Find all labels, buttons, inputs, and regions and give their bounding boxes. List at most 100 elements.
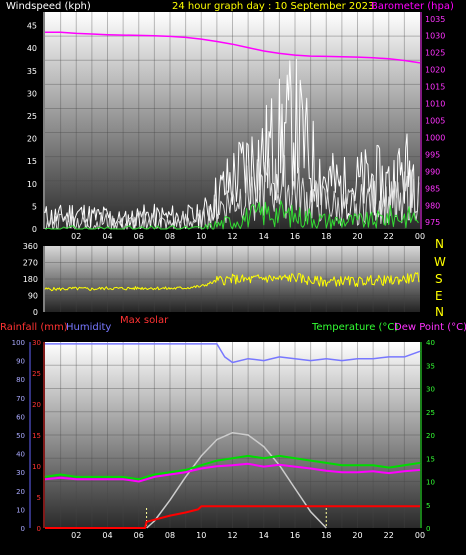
temperature-series [44, 454, 421, 481]
y-tick-label: 360 [23, 242, 38, 251]
y-tick-label: 5 [37, 494, 41, 502]
wind-green-series [44, 200, 419, 230]
y-tick-label: 5 [426, 502, 430, 510]
wind-x-axis: 02 04 06 08 10 12 14 16 18 20 22 00 [71, 232, 425, 241]
y-tick-label: 270 [23, 259, 38, 268]
x-tick-label: 00 [415, 531, 425, 540]
compass-label: S [435, 272, 443, 286]
y-tick-label: 30 [32, 339, 41, 347]
y-tick-label: 30 [27, 89, 37, 98]
y-tick-label: 0 [33, 308, 38, 317]
y-tick-label: 0 [426, 525, 430, 533]
y-tick-label: 40 [426, 339, 435, 347]
humidity-series [45, 343, 421, 364]
y-tick-label: 1000 [425, 133, 445, 142]
y-tick-label: 35 [426, 362, 435, 370]
rainfall-y-axis: 0 5 10 15 20 25 30 [32, 339, 45, 533]
compass-label: N [435, 237, 444, 251]
y-tick-label: 20 [426, 432, 435, 440]
x-tick-label: 14 [259, 232, 269, 241]
temp-panel-series [44, 343, 421, 529]
y-tick-label: 90 [28, 292, 38, 301]
windspeed-series [44, 155, 420, 230]
y-tick-label: 100 [12, 339, 25, 347]
temp-panel-grid [45, 342, 420, 528]
winddir-panel-grid [45, 246, 420, 312]
humidity-axis-label: Humidity [66, 322, 111, 333]
y-tick-label: 995 [425, 150, 440, 159]
gust-series [44, 58, 420, 230]
y-tick-label: 40 [16, 451, 25, 459]
y-tick-label: 20 [27, 135, 37, 144]
max-solar-label: Max solar [120, 315, 169, 326]
wind-panel-grid [45, 12, 420, 229]
y-tick-label: 10 [32, 463, 41, 471]
y-tick-label: 15 [32, 432, 41, 440]
winddir-panel-background [45, 246, 420, 312]
y-tick-label: 1015 [425, 83, 445, 92]
x-tick-label: 08 [165, 531, 175, 540]
x-tick-label: 08 [165, 232, 175, 241]
y-tick-label: 1025 [425, 49, 445, 58]
x-tick-label: 20 [352, 232, 362, 241]
x-tick-label: 04 [102, 531, 112, 540]
x-tick-label: 00 [415, 232, 425, 241]
barometer-y-axis: 975 980 985 990 995 1000 1005 1010 1015 1020 1025 1… [420, 12, 445, 229]
y-tick-label: 5 [32, 202, 37, 211]
wind-panel-series [44, 31, 421, 230]
winddir-y-axis: 0 90 180 270 360 [23, 242, 45, 317]
x-tick-label: 12 [227, 531, 237, 540]
y-tick-label: 15 [426, 455, 435, 463]
y-tick-label: 25 [426, 409, 435, 417]
y-tick-label: 975 [425, 218, 440, 227]
y-tick-label: 0 [21, 525, 25, 533]
x-tick-label: 10 [196, 531, 206, 540]
x-tick-label: 20 [352, 531, 362, 540]
x-tick-label: 16 [290, 232, 300, 241]
barometer-series [45, 31, 421, 64]
temperature-axis-label: Temperature (°C) [311, 322, 398, 333]
x-tick-label: 02 [71, 232, 81, 241]
y-tick-label: 0 [37, 525, 41, 533]
y-tick-label: 1030 [425, 32, 445, 41]
y-tick-label: 20 [32, 401, 41, 409]
graph-title: 24 hour graph day : 10 September 2023 [172, 1, 374, 12]
rainfall-series [45, 505, 420, 529]
temp-panel-background [45, 342, 420, 528]
x-tick-label: 04 [102, 232, 112, 241]
y-tick-label: 30 [426, 386, 435, 394]
x-tick-label: 22 [384, 531, 394, 540]
y-tick-label: 40 [27, 44, 37, 53]
y-tick-label: 25 [27, 112, 37, 121]
y-tick-label: 980 [425, 201, 440, 210]
x-tick-label: 18 [321, 232, 331, 241]
y-tick-label: 20 [16, 488, 25, 496]
y-tick-label: 30 [16, 469, 25, 477]
y-tick-label: 45 [27, 22, 37, 31]
dewpoint-series [44, 462, 421, 483]
x-tick-label: 10 [196, 232, 206, 241]
y-tick-label: 15 [27, 157, 37, 166]
winddir-panel-series [44, 272, 420, 292]
temp-x-axis: 02 04 06 08 10 12 14 16 18 20 22 00 [71, 531, 425, 540]
y-tick-label: 990 [425, 167, 440, 176]
windspeed-axis-label: Windspeed (kph) [6, 1, 91, 12]
y-tick-label: 1035 [425, 15, 445, 24]
x-tick-label: 06 [134, 531, 144, 540]
rainfall-axis-label: Rainfall (mm) [0, 322, 68, 333]
compass-label: W [434, 255, 446, 269]
x-tick-label: 18 [321, 531, 331, 540]
wind-direction-series [44, 272, 420, 292]
y-tick-label: 180 [23, 275, 38, 284]
x-tick-label: 12 [227, 232, 237, 241]
dewpoint-axis-label: Dew Point (°C) [394, 322, 466, 333]
x-tick-label: 02 [71, 531, 81, 540]
compass-label: E [435, 289, 443, 303]
y-tick-label: 1005 [425, 117, 445, 126]
y-tick-label: 90 [16, 358, 25, 366]
max-solar-series [146, 431, 327, 529]
barometer-axis-label: Barometer (hpa) [371, 1, 454, 12]
compass-labels: N W S E N [434, 237, 446, 319]
temperature-y-axis: 0 5 10 15 20 25 30 35 40 [420, 339, 435, 533]
